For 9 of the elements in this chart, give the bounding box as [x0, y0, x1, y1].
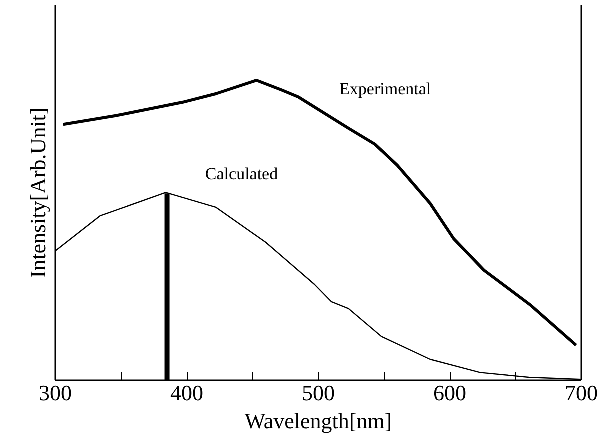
y-axis-title: Intensity[Arb.Unit] [26, 108, 50, 278]
x-tick-label: 600 [434, 380, 466, 406]
x-tick-label: 700 [565, 380, 598, 406]
x-tick-label: 300 [39, 380, 72, 406]
x-tick-label: 400 [170, 380, 204, 406]
x-tick-label: 500 [302, 380, 335, 406]
series-label: Calculated [205, 164, 279, 184]
series-label: Experimental [340, 80, 432, 98]
x-axis-title: Wavelength[nm] [244, 408, 392, 434]
